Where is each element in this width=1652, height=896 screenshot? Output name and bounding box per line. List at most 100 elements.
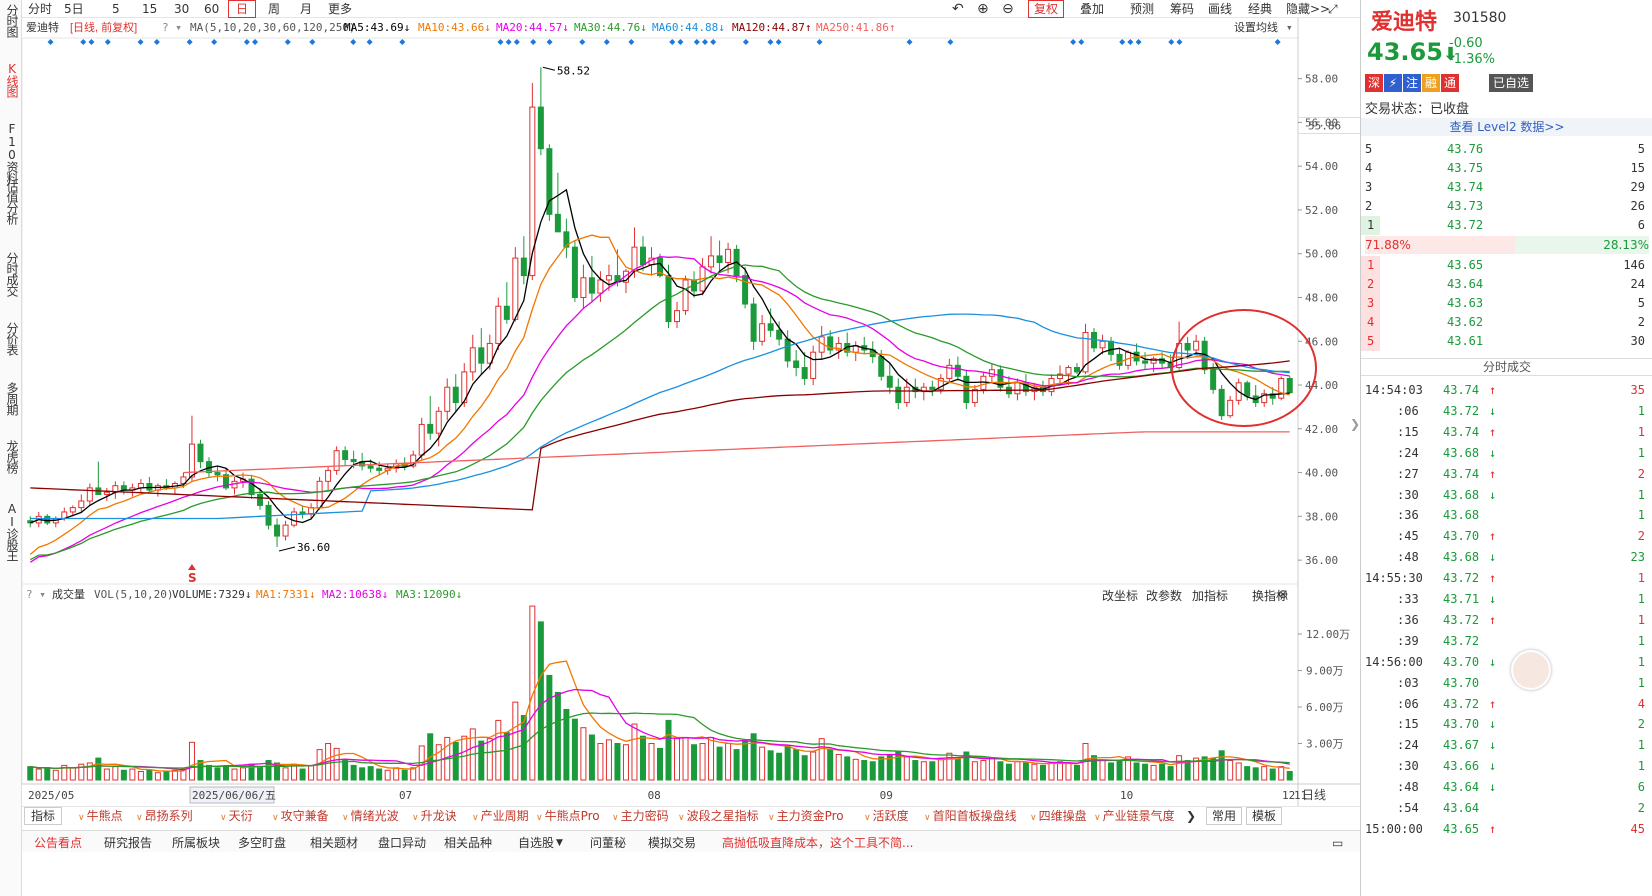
stock-tag[interactable]: 通	[1441, 74, 1459, 92]
event-diamond-icon[interactable]	[701, 39, 708, 45]
event-diamond-icon[interactable]	[906, 39, 913, 45]
toolbar-action[interactable]: 经典	[1248, 2, 1273, 16]
bid-price[interactable]: 43.65	[1447, 258, 1484, 272]
zoom-in-icon[interactable]: ⊕	[977, 1, 989, 17]
event-diamond-icon[interactable]	[1070, 39, 1077, 45]
bottom-tab[interactable]: 问董秘	[590, 836, 627, 850]
event-diamond-icon[interactable]	[252, 39, 259, 45]
indicator-preset[interactable]: 常用	[1206, 807, 1243, 825]
ask-price[interactable]: 43.73	[1447, 199, 1484, 213]
left-nav-item[interactable]: 估值分析	[5, 180, 19, 224]
event-diamond-icon[interactable]	[137, 39, 144, 45]
event-diamond-icon[interactable]	[947, 39, 954, 45]
event-diamond-icon[interactable]	[669, 39, 676, 45]
period-tab[interactable]: 周	[268, 2, 281, 16]
event-diamond-icon[interactable]	[677, 39, 684, 45]
period-tab[interactable]: 月	[300, 2, 313, 16]
chevron-right-icon[interactable]: ❯	[1186, 809, 1197, 823]
bid-price[interactable]: 43.62	[1447, 315, 1484, 329]
ask-price[interactable]: 43.75	[1447, 161, 1484, 175]
bottom-tab[interactable]: 多空盯盘	[238, 836, 287, 850]
zoom-out-icon[interactable]: ⊖	[1002, 1, 1014, 17]
bottom-tab[interactable]: 相关题材	[310, 836, 359, 850]
kline-svg[interactable]: 58.0056.0054.0052.0050.0048.0046.0044.00…	[22, 0, 1360, 896]
period-tab[interactable]: 日	[228, 0, 257, 18]
period-tab[interactable]: 更多	[328, 2, 353, 16]
event-diamond-icon[interactable]	[767, 39, 774, 45]
event-diamond-icon[interactable]	[513, 39, 520, 45]
kline-chart[interactable]: 58.00 56.00 54.00 52.00 50.00 48.00 46.00 44.00…	[22, 0, 1360, 896]
ask-price[interactable]: 43.72	[1447, 218, 1484, 232]
chevron-down-icon[interactable]: ▾	[1286, 21, 1293, 34]
vol-toggle-icon[interactable]: ? ▾	[26, 588, 46, 601]
bottom-tab[interactable]: 公告看点	[34, 836, 83, 850]
legend-mode[interactable]: [日线, 前复权]	[70, 22, 138, 34]
chevron-down-icon[interactable]: ▼	[556, 838, 563, 848]
left-nav-item[interactable]: 分价表	[5, 322, 19, 355]
event-diamond-icon[interactable]	[1127, 39, 1134, 45]
vol-action-button[interactable]: 改坐标	[1102, 589, 1139, 603]
promo-banner[interactable]: 高抛低吸直降成本，这个工具不简...	[722, 836, 914, 850]
event-diamond-icon[interactable]	[530, 39, 537, 45]
indicator-item[interactable]: 首阳首板操盘线	[924, 807, 1017, 827]
indicator-preset[interactable]: 模板	[1246, 807, 1283, 825]
toolbar-action[interactable]: 隐藏>>	[1286, 2, 1331, 16]
toolbar-action[interactable]: 复权	[1028, 0, 1065, 18]
bottom-tab[interactable]: 盘口异动	[378, 836, 427, 850]
left-nav-item[interactable]: 分时成交	[5, 252, 19, 296]
event-diamond-icon[interactable]	[775, 39, 782, 45]
event-diamond-icon[interactable]	[497, 39, 504, 45]
period-tab[interactable]: 5日	[64, 2, 84, 16]
indicator-item[interactable]: 产业周期	[472, 807, 529, 827]
ask-price[interactable]: 43.74	[1447, 180, 1484, 194]
indicator-menu[interactable]: 指标	[24, 807, 63, 825]
event-diamond-icon[interactable]	[284, 39, 291, 45]
indicator-item[interactable]: 升龙诀	[412, 807, 457, 827]
indicator-item[interactable]: 波段之星指标	[678, 807, 759, 827]
period-tab[interactable]: 30	[174, 2, 190, 16]
event-diamond-icon[interactable]	[211, 39, 218, 45]
indicator-item[interactable]: 四维操盘	[1030, 807, 1087, 827]
toolbar-action[interactable]: 叠加	[1080, 2, 1105, 16]
event-diamond-icon[interactable]	[153, 39, 160, 45]
ma-settings-button[interactable]: 设置均线	[1234, 22, 1278, 34]
event-diamond-icon[interactable]	[742, 39, 749, 45]
event-diamond-icon[interactable]	[309, 39, 316, 45]
event-diamond-icon[interactable]	[1078, 39, 1085, 45]
event-diamond-icon[interactable]	[628, 39, 635, 45]
collapse-handle-icon[interactable]: ❯	[1350, 417, 1360, 431]
left-nav-item[interactable]: 多周期	[5, 382, 19, 415]
stock-tag[interactable]: 融	[1422, 74, 1440, 92]
minimize-icon[interactable]: ▭	[1332, 836, 1344, 850]
event-diamond-icon[interactable]	[80, 39, 87, 45]
vol-action-button[interactable]: 换指标	[1252, 589, 1289, 603]
left-nav-item[interactable]: K线图	[5, 62, 19, 97]
event-diamond-icon[interactable]	[546, 39, 553, 45]
event-diamond-icon[interactable]	[579, 39, 586, 45]
level2-link[interactable]: 查看 Level2 数据>>	[1361, 118, 1652, 136]
event-diamond-icon[interactable]	[710, 39, 717, 45]
left-nav-item[interactable]: 龙虎榜	[5, 440, 19, 473]
event-diamond-icon[interactable]	[1176, 39, 1183, 45]
bottom-tab[interactable]: 研究报告	[104, 836, 153, 850]
fullscreen-icon[interactable]: ⤢	[1328, 2, 1338, 16]
legend-toggle-icon[interactable]: ? ▾	[162, 21, 182, 34]
vol-action-button[interactable]: 改参数	[1146, 589, 1183, 603]
event-diamond-icon[interactable]	[186, 39, 193, 45]
toolbar-action[interactable]: 筹码	[1170, 2, 1195, 16]
left-nav-item[interactable]: AI诊股王	[5, 502, 19, 561]
ask-price[interactable]: 43.76	[1447, 142, 1484, 156]
left-nav-item[interactable]: 分时图	[5, 4, 19, 37]
event-diamond-icon[interactable]	[603, 39, 610, 45]
event-diamond-icon[interactable]	[399, 39, 406, 45]
event-diamond-icon[interactable]	[88, 39, 95, 45]
indicator-item[interactable]: 活跃度	[864, 807, 909, 827]
event-diamond-icon[interactable]	[47, 39, 54, 45]
indicator-item[interactable]: 攻守兼备	[272, 807, 329, 827]
event-diamond-icon[interactable]	[693, 39, 700, 45]
indicator-item[interactable]: 主力资金Pro	[768, 807, 844, 827]
indicator-item[interactable]: 牛熊点Pro	[536, 807, 600, 827]
indicator-item[interactable]: 天衍	[220, 807, 253, 827]
vol-action-button[interactable]: 加指标	[1192, 589, 1229, 603]
bottom-tab[interactable]: 相关品种	[444, 836, 493, 850]
